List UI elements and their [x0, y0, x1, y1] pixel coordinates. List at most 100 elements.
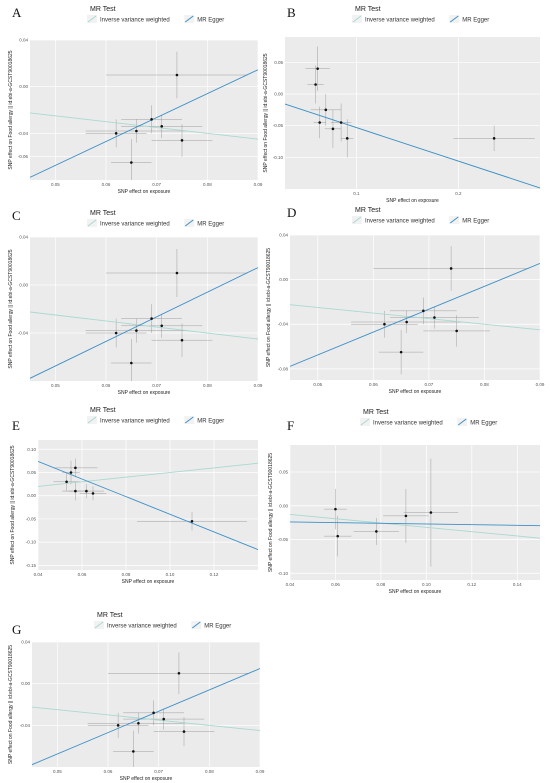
- legend-key-line: [360, 418, 370, 426]
- panel-letter: E: [12, 418, 20, 433]
- x-tick-label: 0.07: [152, 182, 161, 187]
- data-point: [114, 331, 118, 335]
- mr-egger-line: [30, 267, 258, 379]
- x-tick-label: 0.09: [254, 383, 263, 388]
- mr-egger-line: [290, 263, 540, 367]
- y-tick-label: -0.04: [18, 131, 29, 136]
- x-tick-label: 0.05: [51, 383, 60, 388]
- legend: MR Test Inverse variance weighted MR Egger: [94, 612, 231, 630]
- data-point: [405, 320, 408, 324]
- plot-body: [290, 246, 540, 375]
- plot-body: [30, 51, 258, 180]
- legend-key-line: [184, 416, 194, 424]
- mr-egger-line: [32, 668, 260, 766]
- data-point: [404, 514, 408, 518]
- legend-title: MR Test: [90, 6, 116, 13]
- x-axis-label: SNP effect on exposure: [386, 198, 439, 204]
- legend-title: MR Test: [90, 210, 116, 217]
- data-point: [339, 121, 343, 124]
- x-tick-label: 0.08: [205, 769, 214, 774]
- legend-entry-label: MR Egger: [197, 222, 224, 228]
- x-tick-label: 0.06: [102, 182, 111, 187]
- legend-key-line: [352, 15, 362, 23]
- data-point: [65, 480, 68, 484]
- data-point: [334, 507, 337, 511]
- legend-key-line: [352, 216, 362, 224]
- legend: MR Test Inverse variance weighted MR Egger: [352, 207, 489, 225]
- data-point: [74, 489, 77, 493]
- x-tick-label: 0.2: [455, 191, 462, 196]
- legend-key-line: [87, 15, 97, 23]
- legend-key-line: [191, 621, 201, 629]
- legend-entry-label: Inverse variance weighted: [100, 18, 170, 24]
- plot-panel: [30, 40, 258, 180]
- data-point: [455, 329, 458, 333]
- x-axis-label: SNP effect on exposure: [389, 389, 442, 395]
- y-tick-label: 0.10: [27, 447, 36, 452]
- plot-body: [290, 458, 540, 567]
- x-tick-label: 0.09: [256, 769, 265, 774]
- x-axis-label: SNP effect on exposure: [120, 776, 173, 782]
- mr-egger-line: [30, 69, 258, 178]
- y-axis-label: SNP effect on Food allergy || id:ebi-a-G…: [266, 248, 272, 367]
- panel-letter: D: [287, 205, 296, 220]
- x-tick-label: 0.06: [104, 769, 113, 774]
- y-tick-label: 0.04: [19, 235, 28, 240]
- legend-title: MR Test: [355, 207, 381, 214]
- legend-entry-label: Inverse variance weighted: [100, 222, 170, 228]
- data-point: [331, 127, 335, 131]
- panel-letter: F: [287, 418, 294, 433]
- y-tick-label: 0.00: [19, 283, 28, 288]
- x-tick-label: 0.05: [51, 182, 60, 187]
- plot-panel: [30, 237, 258, 381]
- data-point: [316, 67, 319, 70]
- y-tick-label: 0.00: [279, 277, 288, 282]
- y-tick-label: -0.15: [26, 563, 37, 568]
- panel-letter: C: [12, 208, 21, 223]
- x-axis-label: SNP effect on exposure: [118, 390, 171, 396]
- x-tick-label: 0.07: [425, 382, 434, 387]
- data-point: [160, 324, 164, 328]
- legend-entry-label: MR Egger: [462, 219, 489, 225]
- legend-title: MR Test: [90, 407, 116, 414]
- x-tick-label: 0.06: [331, 582, 340, 587]
- legend-title: MR Test: [363, 409, 389, 416]
- data-point: [150, 317, 153, 320]
- legend: MR Test Inverse variance weighted MR Egger: [352, 6, 489, 24]
- data-point: [137, 721, 140, 725]
- ivw-line: [290, 513, 540, 539]
- legend-entry-label: Inverse variance weighted: [373, 421, 443, 427]
- data-point: [375, 530, 378, 533]
- x-tick-label: 0.14: [513, 582, 522, 587]
- plot-panel: [290, 235, 540, 380]
- legend-key-line: [184, 15, 194, 23]
- panel-letter: A: [12, 5, 22, 20]
- data-point: [114, 132, 118, 135]
- y-axis-label: SNP effect on Food allergy || id:ebi-a-G…: [8, 645, 14, 764]
- data-point: [135, 329, 138, 332]
- x-tick-label: 0.12: [210, 572, 219, 577]
- data-point: [135, 129, 138, 133]
- plot-body: [32, 652, 260, 767]
- panel-letter: B: [287, 5, 296, 20]
- data-point: [85, 489, 88, 493]
- data-point: [399, 350, 403, 354]
- data-point: [449, 267, 453, 270]
- legend-key-line: [87, 219, 97, 227]
- data-point: [160, 125, 164, 128]
- plot-panel: [285, 37, 540, 189]
- x-tick-label: 0.06: [102, 383, 111, 388]
- y-tick-label: -0.04: [18, 331, 29, 336]
- y-tick-label: 0.05: [274, 60, 283, 65]
- data-point: [336, 534, 340, 538]
- ivw-line: [30, 112, 258, 140]
- data-point: [383, 322, 386, 326]
- chart-panel-b: B MR Test Inverse variance weighted MR Egge…: [263, 5, 540, 204]
- y-axis-label: SNP effect on Food allergy || id:ebi-a-G…: [8, 249, 14, 368]
- legend: MR Test Inverse variance weighted MR Egger: [360, 409, 497, 427]
- x-axis-label: SNP effect on exposure: [122, 579, 175, 585]
- x-tick-label: 0.05: [53, 769, 62, 774]
- x-tick-label: 0.08: [203, 182, 212, 187]
- y-axis-label: SNP effect on Food allergy || id:ebi-a-G…: [8, 50, 14, 169]
